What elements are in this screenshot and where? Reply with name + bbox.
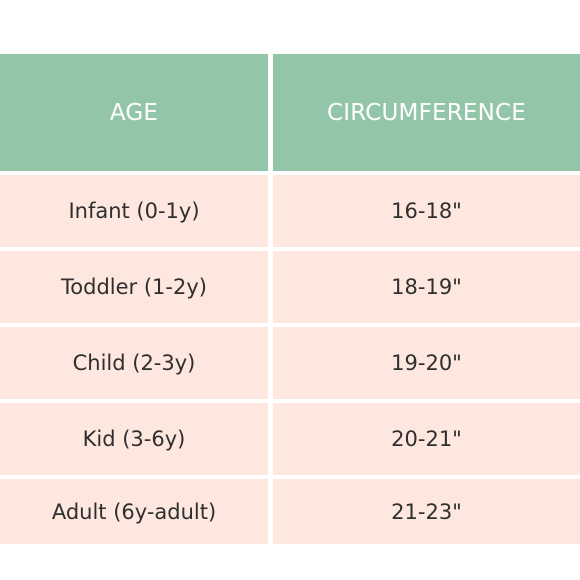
table-row: Infant (0-1y) 16-18" [0,175,580,247]
circumference-cell: 16-18" [273,175,580,247]
table-row: Kid (3-6y) 20-21" [0,403,580,475]
circumference-cell: 18-19" [273,251,580,323]
age-cell: Adult (6y-adult) [0,479,268,544]
size-chart-table: AGE CIRCUMFERENCE Infant (0-1y) 16-18" T… [0,54,580,544]
table-row: Child (2-3y) 19-20" [0,327,580,399]
circumference-column-header: CIRCUMFERENCE [273,54,580,171]
age-cell: Kid (3-6y) [0,403,268,475]
table-row: Toddler (1-2y) 18-19" [0,251,580,323]
age-cell: Infant (0-1y) [0,175,268,247]
circumference-cell: 19-20" [273,327,580,399]
age-cell: Child (2-3y) [0,327,268,399]
table-header-row: AGE CIRCUMFERENCE [0,54,580,171]
age-column-header: AGE [0,54,268,171]
circumference-cell: 21-23" [273,479,580,544]
table-row: Adult (6y-adult) 21-23" [0,479,580,544]
age-cell: Toddler (1-2y) [0,251,268,323]
circumference-cell: 20-21" [273,403,580,475]
